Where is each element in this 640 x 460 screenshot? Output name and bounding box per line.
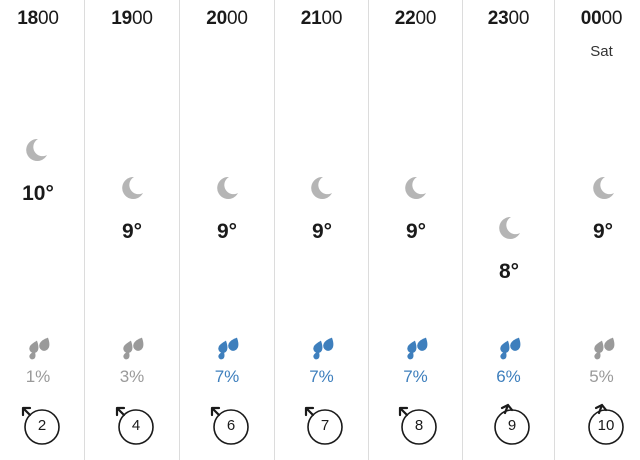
forecast-column-1800[interactable]: 1800 10° 1% 2 xyxy=(0,0,85,460)
raindrops-icon xyxy=(308,336,336,360)
hour-label: 2300 xyxy=(487,8,530,29)
wind-circle-icon xyxy=(588,403,624,445)
wind-speed: 4 xyxy=(131,417,141,434)
wind-direction-icon: 8 xyxy=(390,402,440,452)
raindrops-icon xyxy=(402,336,430,360)
wind-direction-icon: 7 xyxy=(296,402,346,452)
day-label: Sat xyxy=(590,43,613,60)
forecast-column-2200[interactable]: 2200 9° 7% 8 xyxy=(369,0,463,460)
hour-label: 1900 xyxy=(111,8,153,29)
wind-circle-icon xyxy=(21,406,60,445)
hour-label: 0000 xyxy=(580,8,623,29)
temperature: 9° xyxy=(121,220,143,243)
forecast-column-1900[interactable]: 1900 9° 3% 4 xyxy=(85,0,180,460)
temperature: 9° xyxy=(216,220,238,243)
wind-direction-icon: 9 xyxy=(483,402,533,452)
moon-icon xyxy=(119,175,145,201)
wind-speed: 8 xyxy=(414,417,424,434)
wind-direction-icon: 2 xyxy=(13,402,63,452)
forecast-column-0000[interactable]: 0000 Sat 9° 5% 10 xyxy=(555,0,640,460)
rain-chance: 6% xyxy=(496,367,521,386)
wind-direction-icon: 4 xyxy=(107,402,157,452)
raindrops-icon xyxy=(213,336,241,360)
wind-direction-icon: 6 xyxy=(202,402,252,452)
hour-label: 2000 xyxy=(206,8,248,29)
wind-circle-icon xyxy=(398,406,437,445)
moon-icon xyxy=(496,215,522,241)
wind-speed: 9 xyxy=(507,417,517,434)
raindrops-icon xyxy=(24,336,52,360)
moon-icon xyxy=(402,175,428,201)
raindrops-icon xyxy=(495,336,523,360)
wind-circle-icon xyxy=(115,406,154,445)
rain-chance: 3% xyxy=(119,367,145,386)
moon-icon xyxy=(23,137,49,163)
forecast-column-2300[interactable]: 2300 8° 6% 9 xyxy=(463,0,555,460)
temperature: 8° xyxy=(498,260,520,283)
rain-chance: 5% xyxy=(589,367,614,386)
moon-icon xyxy=(214,175,240,201)
moon-icon xyxy=(308,175,334,201)
wind-speed: 7 xyxy=(320,417,330,434)
forecast-column-2000[interactable]: 2000 9° 7% 6 xyxy=(180,0,275,460)
rain-chance: 1% xyxy=(25,367,51,386)
temperature: 9° xyxy=(592,220,614,243)
wind-circle-icon xyxy=(304,406,343,445)
wind-circle-icon xyxy=(210,406,249,445)
moon-icon xyxy=(590,175,616,201)
rain-chance: 7% xyxy=(214,367,240,386)
temperature: 10° xyxy=(22,182,54,205)
wind-speed: 10 xyxy=(597,417,615,434)
wind-speed: 2 xyxy=(37,417,47,434)
wind-circle-icon xyxy=(494,403,530,445)
temperature: 9° xyxy=(405,220,427,243)
rain-chance: 7% xyxy=(309,367,334,386)
hour-label: 2100 xyxy=(300,8,343,29)
wind-direction-icon: 10 xyxy=(577,402,627,452)
hour-label: 2200 xyxy=(394,8,437,29)
hour-label: 1800 xyxy=(17,8,59,29)
forecast-column-2100[interactable]: 2100 9° 7% 7 xyxy=(275,0,369,460)
raindrops-icon xyxy=(118,336,146,360)
temperature: 9° xyxy=(311,220,333,243)
rain-chance: 7% xyxy=(403,367,428,386)
raindrops-icon xyxy=(589,336,617,360)
wind-speed: 6 xyxy=(226,417,236,434)
